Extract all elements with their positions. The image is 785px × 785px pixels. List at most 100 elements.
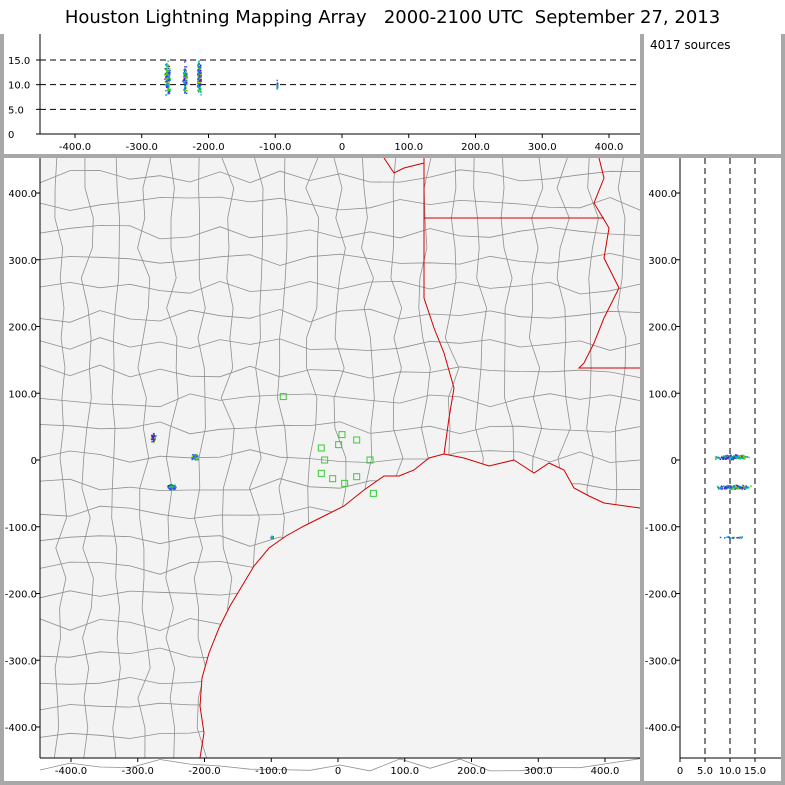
map-x-tick-label: 300.0 bbox=[524, 766, 553, 777]
lightning-source bbox=[728, 537, 731, 539]
altitude-y-x-tick-label: 10.0 bbox=[719, 766, 741, 777]
lightning-source bbox=[200, 79, 202, 81]
lightning-source bbox=[169, 72, 171, 74]
lightning-source bbox=[747, 486, 749, 488]
map-x-tick-label: -400.0 bbox=[55, 766, 87, 777]
altitude-y-x-tick-label: 5.0 bbox=[697, 766, 713, 777]
station-marker-icon bbox=[317, 469, 325, 477]
lightning-source bbox=[724, 486, 727, 488]
lightning-source bbox=[197, 84, 200, 87]
lightning-source bbox=[153, 436, 155, 439]
lightning-source bbox=[153, 438, 155, 441]
lightning-source bbox=[151, 434, 153, 437]
lightning-source bbox=[200, 74, 202, 76]
lightning-source bbox=[737, 457, 739, 459]
lightning-source bbox=[152, 432, 155, 435]
lightning-source bbox=[735, 455, 737, 457]
lightning-source bbox=[722, 455, 725, 457]
lightning-source bbox=[199, 86, 201, 89]
lightning-source bbox=[198, 82, 200, 84]
lightning-source bbox=[168, 487, 170, 489]
lightning-source bbox=[740, 486, 742, 489]
lightning-source bbox=[198, 88, 201, 90]
map-x-tick-label: -200.0 bbox=[188, 766, 220, 777]
lightning-source bbox=[186, 83, 188, 85]
lightning-source bbox=[735, 456, 737, 459]
lightning-source bbox=[165, 85, 167, 87]
lightning-source bbox=[165, 73, 167, 76]
lightning-source bbox=[742, 487, 744, 490]
lightning-source bbox=[276, 88, 278, 90]
lightning-source bbox=[170, 487, 172, 490]
map-panel: -400.0 -300.0 -200.0 -100.0 0 100.0 200.0 300.0… bbox=[4, 157, 653, 781]
lightning-source bbox=[730, 488, 732, 491]
lightning-source bbox=[191, 458, 194, 461]
lightning-source bbox=[724, 487, 726, 489]
lightning-source bbox=[167, 84, 170, 87]
lightning-source bbox=[151, 438, 153, 441]
county-boundary bbox=[80, 157, 94, 759]
lightning-source bbox=[741, 488, 743, 491]
lightning-source bbox=[729, 488, 731, 490]
lightning-source bbox=[165, 79, 168, 81]
lightning-source bbox=[197, 89, 199, 92]
lightning-source bbox=[736, 537, 738, 539]
lightning-source bbox=[737, 486, 740, 488]
lightning-source bbox=[186, 76, 189, 79]
station-marker-icon bbox=[353, 436, 361, 444]
lightning-source bbox=[164, 67, 167, 70]
lightning-source bbox=[168, 86, 170, 88]
lightning-source bbox=[182, 72, 185, 74]
altitude-x-y-tick-label: 15.0 bbox=[8, 56, 30, 67]
lightning-source bbox=[726, 536, 729, 538]
lightning-source bbox=[715, 456, 718, 458]
map-y-tick-label: -400.0 bbox=[5, 723, 37, 734]
county-boundary bbox=[39, 196, 641, 211]
lightning-source bbox=[200, 77, 202, 79]
map-y-tick-label: 200.0 bbox=[8, 323, 37, 334]
map-x-tick-label: 200.0 bbox=[457, 766, 486, 777]
lightning-source bbox=[270, 535, 273, 538]
lightning-source bbox=[276, 87, 279, 89]
lightning-source bbox=[721, 456, 723, 458]
lightning-source bbox=[730, 485, 733, 488]
lightning-source bbox=[197, 71, 199, 73]
county-boundary bbox=[39, 364, 641, 379]
mississippi-river bbox=[577, 157, 640, 369]
lightning-source bbox=[734, 454, 737, 456]
lightning-source bbox=[166, 72, 169, 75]
altitude-x-panel: 15.0 10.0 5.0 0 -400.0 -300.0 -200.0 -100.0 0 100… bbox=[4, 34, 640, 154]
lightning-source bbox=[185, 77, 187, 79]
lightning-source bbox=[164, 72, 167, 75]
lightning-source bbox=[197, 73, 199, 76]
lightning-source bbox=[185, 74, 188, 76]
altitude-y-y-tick-label: 300.0 bbox=[648, 256, 677, 267]
lightning-source bbox=[155, 435, 157, 437]
lightning-source bbox=[184, 87, 186, 89]
lightning-source bbox=[167, 83, 169, 85]
lightning-source bbox=[732, 537, 734, 539]
lightning-source bbox=[166, 71, 168, 73]
lightning-source bbox=[184, 72, 187, 75]
lightning-source bbox=[196, 454, 198, 456]
lightning-source bbox=[196, 457, 198, 459]
lightning-source bbox=[174, 484, 176, 487]
lightning-source bbox=[725, 488, 728, 490]
county-boundary bbox=[39, 252, 641, 266]
map-y-tick-label: 300.0 bbox=[8, 256, 37, 267]
lightning-source bbox=[193, 455, 195, 458]
lightning-source bbox=[199, 64, 202, 66]
lightning-source bbox=[166, 65, 168, 68]
altitude-x-x-tick-label: -300.0 bbox=[126, 142, 158, 153]
lightning-source bbox=[167, 92, 170, 95]
lightning-source bbox=[717, 457, 719, 459]
lightning-source bbox=[743, 455, 746, 457]
lightning-source bbox=[165, 63, 168, 65]
info-panel bbox=[644, 34, 781, 154]
lightning-source bbox=[741, 457, 744, 459]
map-y-tick-label: 100.0 bbox=[8, 389, 37, 400]
altitude-x-x-tick-label: 400.0 bbox=[595, 142, 624, 153]
lightning-source bbox=[714, 456, 717, 458]
lightning-source bbox=[191, 455, 194, 457]
lightning-source bbox=[184, 74, 187, 76]
